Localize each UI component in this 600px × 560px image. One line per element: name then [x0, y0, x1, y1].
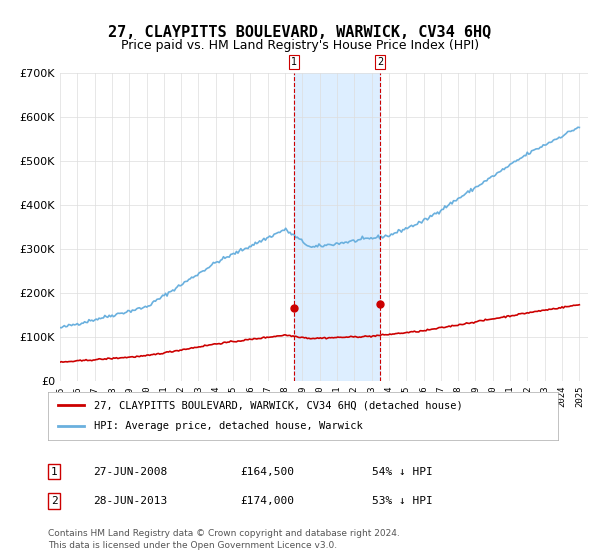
Text: 27-JUN-2008: 27-JUN-2008	[93, 466, 167, 477]
Text: 1: 1	[290, 57, 296, 67]
Text: Contains HM Land Registry data © Crown copyright and database right 2024.: Contains HM Land Registry data © Crown c…	[48, 529, 400, 538]
Text: Price paid vs. HM Land Registry's House Price Index (HPI): Price paid vs. HM Land Registry's House …	[121, 39, 479, 52]
Text: HPI: Average price, detached house, Warwick: HPI: Average price, detached house, Warw…	[94, 421, 362, 431]
Text: 53% ↓ HPI: 53% ↓ HPI	[372, 496, 433, 506]
Bar	[293, 73, 380, 381]
Text: 27, CLAYPITTS BOULEVARD, WARWICK, CV34 6HQ: 27, CLAYPITTS BOULEVARD, WARWICK, CV34 6…	[109, 25, 491, 40]
Text: 54% ↓ HPI: 54% ↓ HPI	[372, 466, 433, 477]
Text: £174,000: £174,000	[240, 496, 294, 506]
Text: 28-JUN-2013: 28-JUN-2013	[93, 496, 167, 506]
Text: 2: 2	[50, 496, 58, 506]
Text: 27, CLAYPITTS BOULEVARD, WARWICK, CV34 6HQ (detached house): 27, CLAYPITTS BOULEVARD, WARWICK, CV34 6…	[94, 400, 463, 410]
Text: 2: 2	[377, 57, 383, 67]
Text: £164,500: £164,500	[240, 466, 294, 477]
Text: 1: 1	[50, 466, 58, 477]
Text: This data is licensed under the Open Government Licence v3.0.: This data is licensed under the Open Gov…	[48, 542, 337, 550]
